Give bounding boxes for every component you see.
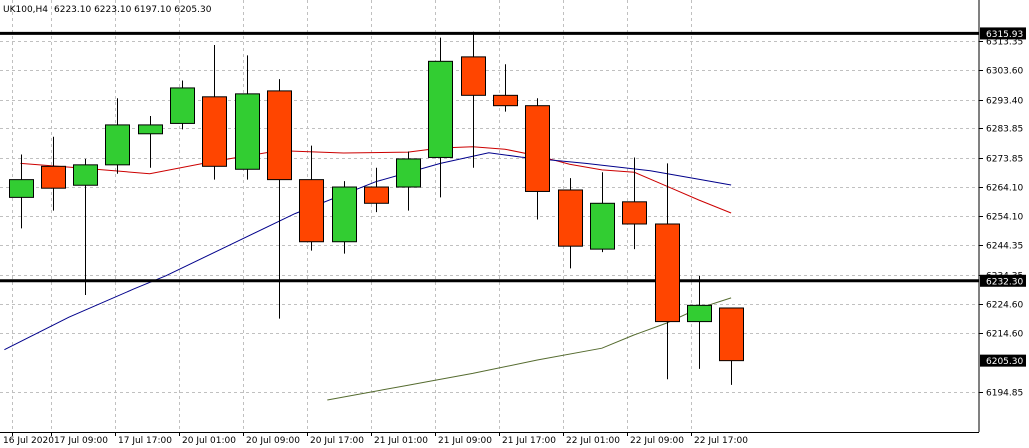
candle[interactable] [202,45,227,180]
level-price-tag [980,27,1026,40]
time-tick-label: 22 Jul 01:00 [566,436,620,446]
candle-body [558,189,583,247]
candle-body [396,158,421,188]
candle-body [428,60,453,158]
candle[interactable] [461,31,486,168]
candle-body [622,201,647,225]
candle[interactable] [590,172,615,253]
horizontal-levels [0,31,979,283]
time-tick-label: 17 Jul 17:00 [118,436,172,446]
price-tick-label: 6273.85 [986,155,1023,165]
time-tick-label: 20 Jul 01:00 [182,436,236,446]
candle[interactable] [9,154,34,229]
candle[interactable] [687,275,712,369]
price-tick-label: 6313.35 [986,38,1023,48]
header-symbol: UK100,H4 [3,5,48,15]
candle-body [364,186,389,204]
time-axis: 16 Jul 2020 17 Jul 09:00 17 Jul 17:00 20 Ju… [3,432,748,446]
candle[interactable] [396,151,421,211]
candle[interactable] [138,116,163,168]
candle[interactable] [428,37,453,198]
price-tags: 6315.93 6232.30 6205.30 [980,27,1026,367]
time-tick-label: 22 Jul 09:00 [630,436,684,446]
level-price-label: 6232.30 [986,277,1023,287]
time-tick-label: 21 Jul 17:00 [502,436,556,446]
time-tick-label: 20 Jul 09:00 [246,436,300,446]
candle-body [299,179,324,243]
candle-body [687,304,712,323]
candle[interactable] [73,158,98,295]
level-price-label: 6315.93 [986,30,1023,40]
candle[interactable] [41,136,66,211]
candle-body [719,307,744,362]
time-tick-label: 21 Jul 01:00 [374,436,428,446]
candle-body [170,87,195,124]
price-tick-label: 6254.10 [986,213,1023,223]
candle[interactable] [235,55,260,180]
candle-body [73,164,98,186]
candle[interactable] [332,181,357,254]
moving-average-line [20,146,732,214]
candle-body [493,94,518,107]
candle[interactable] [655,163,680,380]
candle-body [461,56,486,96]
price-tick-label: 6214.60 [986,330,1023,340]
candle-body [267,90,292,181]
moving-average-line [4,152,732,351]
time-tick-label: 20 Jul 17:00 [310,436,364,446]
candle[interactable] [105,98,130,174]
price-tick-label: 6293.40 [986,97,1023,107]
price-tick-label: 6264.10 [986,184,1023,194]
candle[interactable] [719,307,744,385]
candle[interactable] [525,98,550,220]
candle-body [525,105,550,192]
candle-body [655,223,680,323]
candle[interactable] [299,145,324,251]
price-tick-label: 6244.35 [986,242,1023,252]
candle-body [138,124,163,135]
candle[interactable] [170,80,195,130]
candle-body [332,186,357,243]
candle[interactable] [558,178,583,269]
candle[interactable] [364,167,389,213]
level-price-tag [980,274,1026,287]
price-tick-label: 6224.60 [986,301,1023,311]
candle-body [235,93,260,170]
candle[interactable] [267,79,292,319]
candle-body [590,202,615,250]
candle-body [202,96,227,167]
chart-grid [0,0,979,432]
price-tick-label: 6283.85 [986,125,1023,135]
header-ohlc: 6223.10 6223.10 6197.10 6205.30 [54,5,212,15]
candle[interactable] [622,157,647,250]
time-tick-label: 21 Jul 09:00 [438,436,492,446]
candle-body [105,124,130,166]
price-axis: 6313.35 6303.60 6293.40 6283.85 6273.85 6264.… [979,38,1023,399]
price-tick-label: 6194.85 [986,389,1023,399]
indicator-lines [4,146,732,401]
price-tick-label: 6303.60 [986,67,1023,77]
time-tick-label: 17 Jul 09:00 [54,436,108,446]
current-price-label: 6205.30 [986,357,1023,367]
candle-body [41,165,66,189]
time-tick-label: 16 Jul 2020 [3,436,54,446]
candle[interactable] [493,64,518,112]
time-tick-label: 22 Jul 17:00 [694,436,748,446]
current-price-tag [980,354,1026,367]
candlesticks [9,31,744,385]
candle-body [9,179,34,198]
